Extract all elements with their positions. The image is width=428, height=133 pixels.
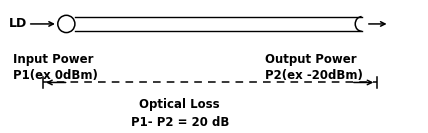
Text: LD: LD (9, 17, 27, 30)
Text: Output Power: Output Power (265, 53, 357, 66)
Text: P1(ex 0dBm): P1(ex 0dBm) (13, 69, 98, 82)
Text: Input Power: Input Power (13, 53, 93, 66)
Text: Optical Loss: Optical Loss (140, 98, 220, 111)
Text: P2(ex -20dBm): P2(ex -20dBm) (265, 69, 363, 82)
Text: P1- P2 = 20 dB: P1- P2 = 20 dB (131, 116, 229, 129)
